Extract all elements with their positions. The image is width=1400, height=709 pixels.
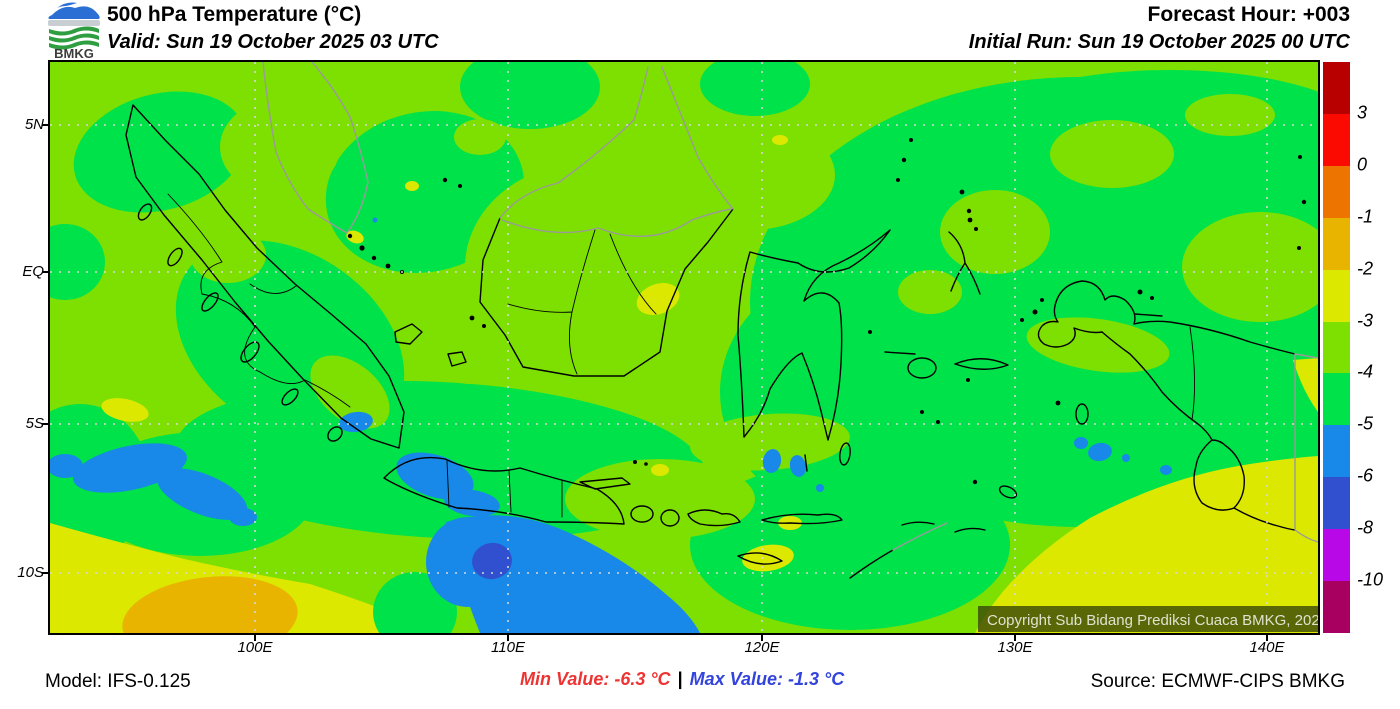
legend-tick-label: 3 (1357, 102, 1368, 123)
source-label: Source: ECMWF-CIPS BMKG (1090, 671, 1345, 692)
coastlines-black (125, 104, 1307, 579)
copyright-band: Copyright Sub Bidang Prediksi Cuaca BMKG… (978, 606, 1318, 632)
bmkg-logo: BMKG (48, 2, 100, 59)
bmkg-logo-text: BMKG (54, 46, 94, 59)
max-value: Max Value: -1.3 °C (689, 669, 845, 689)
legend-segment-amber (1323, 217, 1350, 270)
legend-segment-red (1323, 113, 1350, 166)
lat-tick (42, 124, 50, 126)
lat-tick (42, 572, 50, 574)
minmax-values: Min Value: -6.3 °C | Max Value: -1.3 °C (520, 669, 844, 690)
lat-tick (42, 271, 50, 273)
initial-run: Initial Run: Sun 19 October 2025 00 UTC (968, 31, 1350, 53)
legend-tick-label: -5 (1357, 413, 1374, 434)
lon-tick (507, 633, 509, 641)
copyright-text: Copyright Sub Bidang Prediksi Cuaca BMKG… (987, 612, 1318, 629)
field-blue-regions (50, 217, 1172, 633)
lon-label-130e: 130E (997, 639, 1033, 656)
temperature-map: Copyright Sub Bidang Prediksi Cuaca BMKG… (48, 60, 1320, 635)
legend-segment-dark_red (1323, 62, 1350, 114)
legend-segment-purple (1323, 529, 1350, 582)
lon-label-140e: 140E (1249, 639, 1285, 656)
legend-tick-label: -10 (1357, 569, 1384, 590)
model-label: Model: IFS-0.125 (45, 671, 191, 692)
legend-segment-light_blue (1323, 425, 1350, 478)
lon-tick (761, 633, 763, 641)
lat-tick (42, 423, 50, 425)
legend-segment-green (1323, 373, 1350, 426)
legend-tick-label: -1 (1357, 206, 1374, 227)
forecast-hour: Forecast Hour: +003 (1147, 3, 1351, 26)
page-title: 500 hPa Temperature (°C) (107, 3, 362, 26)
legend-tick-label: 0 (1357, 154, 1368, 175)
legend: 3 0 -1 -2 -3 -4 -5 -6 -8 -10 (1323, 62, 1400, 633)
province-borders (167, 193, 1196, 518)
legend-tick-label: -2 (1357, 258, 1374, 279)
foreign-borders-gray (262, 62, 1318, 551)
lon-tick (254, 633, 256, 641)
field-amber-region (122, 576, 298, 633)
legend-segment-chartreuse (1323, 321, 1350, 374)
legend-segment-yellow (1323, 269, 1350, 322)
lon-label-120e: 120E (744, 639, 780, 656)
lat-label-eq: EQ (22, 263, 44, 280)
legend-bar (1323, 62, 1350, 633)
legend-tick-label: -8 (1357, 517, 1374, 538)
lon-tick (1014, 633, 1016, 641)
legend-segment-blue (1323, 477, 1350, 530)
lat-label-5n: 5N (24, 116, 44, 133)
lat-label-5s: 5S (25, 415, 44, 432)
temperature-field (50, 62, 1318, 633)
lon-tick (1266, 633, 1268, 641)
legend-segment-magenta (1323, 581, 1350, 633)
min-value: Min Value: -6.3 °C (520, 669, 671, 689)
field-green-regions (50, 62, 1318, 630)
lon-label-100e: 100E (237, 639, 273, 656)
minmax-separator: | (677, 669, 683, 689)
lat-label-10s: 10S (17, 564, 44, 581)
legend-tick-label: -3 (1357, 309, 1374, 330)
lon-label-110e: 110E (491, 639, 525, 656)
legend-segment-orange (1323, 165, 1350, 218)
legend-tick-label: -4 (1357, 361, 1374, 382)
legend-tick-label: -6 (1357, 465, 1374, 486)
valid-time: Valid: Sun 19 October 2025 03 UTC (107, 31, 439, 53)
